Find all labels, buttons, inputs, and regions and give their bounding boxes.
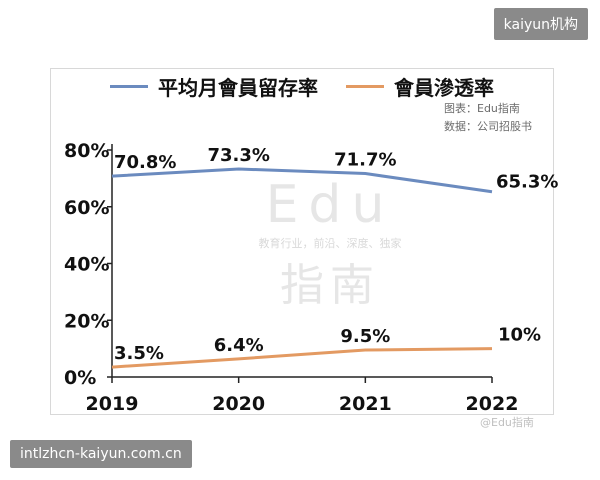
series-line-1 bbox=[111, 347, 493, 369]
source-note: 图表：Edu指南 数据：公司招股书 bbox=[444, 100, 532, 136]
y-tick-label: 0% bbox=[64, 367, 96, 389]
x-tick-label: 2022 bbox=[466, 393, 519, 415]
top-watermark-badge: kaiyun机构 bbox=[493, 8, 588, 40]
watermark-tagline: 教育行业，前沿、深度、独家 bbox=[259, 236, 402, 250]
data-label: 71.7% bbox=[334, 150, 396, 171]
legend-swatch-retention bbox=[110, 85, 148, 88]
legend: 平均月會員留存率 會員滲透率 bbox=[110, 72, 494, 101]
data-label: 10% bbox=[498, 325, 541, 346]
corner-watermark: @Edu指南 bbox=[480, 416, 534, 429]
y-tick-label: 60% bbox=[64, 197, 109, 219]
legend-label-penetration: 會員滲透率 bbox=[394, 76, 494, 100]
y-tick-label: 20% bbox=[64, 310, 109, 332]
watermark-edu: Edu bbox=[266, 175, 395, 235]
source-line-chart: 图表：Edu指南 bbox=[444, 102, 520, 115]
data-label: 6.4% bbox=[214, 335, 264, 356]
x-tick-label: 2021 bbox=[339, 393, 392, 415]
legend-label-retention: 平均月會員留存率 bbox=[158, 76, 318, 100]
x-tick-label: 2019 bbox=[86, 393, 139, 415]
chart-frame bbox=[50, 68, 554, 415]
y-tick-label: 40% bbox=[64, 254, 109, 276]
data-label: 70.8% bbox=[114, 152, 176, 173]
legend-item-penetration: 會員滲透率 bbox=[346, 72, 494, 101]
watermark-zhinan: 指南 bbox=[280, 260, 380, 311]
source-line-data: 数据：公司招股书 bbox=[444, 120, 532, 133]
y-tick-label: 80% bbox=[64, 140, 109, 162]
series-line-0 bbox=[111, 167, 493, 194]
data-label: 73.3% bbox=[207, 145, 269, 166]
bottom-watermark-badge: intlzhcn-kaiyun.com.cn bbox=[10, 440, 192, 468]
data-label: 9.5% bbox=[340, 326, 390, 347]
x-tick-label: 2020 bbox=[212, 393, 265, 415]
legend-item-retention: 平均月會員留存率 bbox=[110, 72, 318, 101]
legend-swatch-penetration bbox=[346, 85, 384, 88]
data-label: 65.3% bbox=[496, 172, 558, 193]
data-label: 3.5% bbox=[114, 343, 164, 364]
